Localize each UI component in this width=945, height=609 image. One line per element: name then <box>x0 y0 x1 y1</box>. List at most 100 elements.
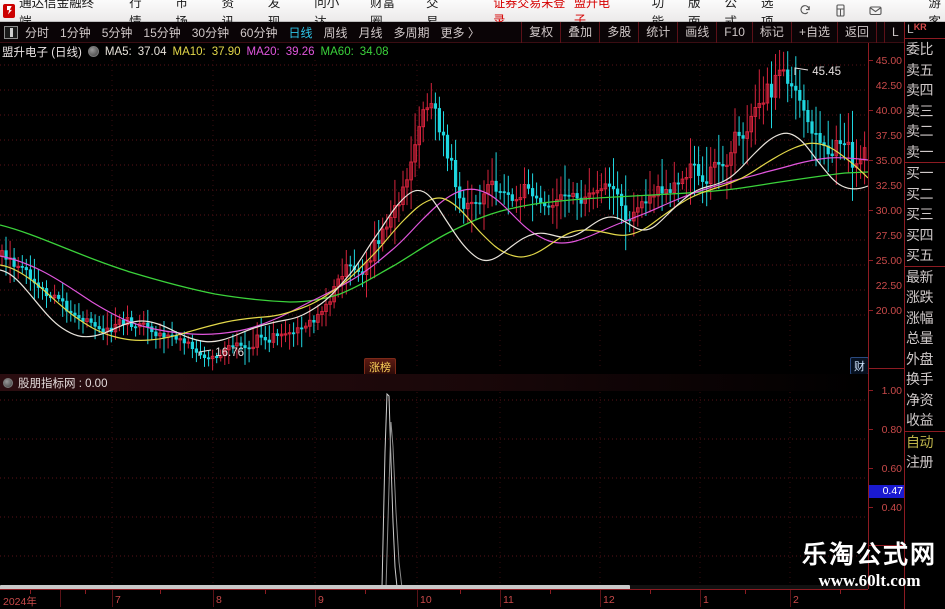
sub-current-value: 0.47 <box>869 485 905 498</box>
kr-l-label: L <box>883 21 906 43</box>
chart-horizontal-scrollbar[interactable] <box>0 585 868 590</box>
sub-tick-1-00: 1.00 <box>881 385 902 397</box>
scrollbar-thumb[interactable] <box>0 585 630 590</box>
finance-badge[interactable]: 财 <box>850 357 869 375</box>
ma20-value: 39.26 <box>285 45 315 58</box>
button-biaoji[interactable]: 标记 <box>751 21 791 43</box>
ob-row-turnover[interactable]: 换手 <box>906 371 934 387</box>
ob-row-buy4[interactable]: 买四 <box>906 226 934 243</box>
ma10-line <box>0 142 869 341</box>
settings-dot-icon[interactable] <box>87 46 99 57</box>
ob-row-outer[interactable]: 外盘 <box>906 350 934 367</box>
button-return[interactable]: 返回 <box>836 21 876 43</box>
period-tabs: 分时 1分钟 5分钟 15分钟 30分钟 60分钟 日线 周线 月线 多周期 更… <box>25 24 480 41</box>
sub-chart-svg <box>0 392 868 589</box>
period-tab-15min[interactable]: 15分钟 <box>143 25 181 40</box>
date-axis: 2024年 7 8 9 10 11 12 1 2 <box>0 589 868 609</box>
ob-row-earnings[interactable]: 收益 <box>906 412 934 428</box>
grid-lines-vertical <box>111 60 791 370</box>
ma10-label: MA10: <box>172 45 206 58</box>
sub-grid-vertical <box>111 392 791 588</box>
indicator-line <box>0 392 868 588</box>
price-axis: 45.00 42.50 40.00 37.50 35.00 32.50 30.0… <box>868 43 905 589</box>
watermark-line2: www.60lt.com <box>818 571 921 590</box>
low-price-annotation: 16.76 <box>198 347 244 359</box>
date-label-11: 11 <box>503 594 514 606</box>
period-tab-30min[interactable]: 30分钟 <box>191 25 230 40</box>
ob-row-change[interactable]: 涨跌 <box>906 289 934 305</box>
toolbar-right-buttons: 复权 叠加 多股 统计 画线 F10 标记 +自选 返回 L KR <box>521 21 945 43</box>
period-tab-monthly[interactable]: 月线 <box>358 25 383 40</box>
ob-row-sell1[interactable]: 卖一 <box>906 143 934 160</box>
kline-svg <box>0 50 869 371</box>
period-tab-1min[interactable]: 1分钟 <box>60 25 91 40</box>
period-tab-daily[interactable]: 日线 <box>288 25 313 40</box>
ob-row-netasset[interactable]: 净资 <box>906 391 934 408</box>
ob-row-sell5[interactable]: 卖五 <box>906 61 934 78</box>
date-label-12: 12 <box>603 594 615 606</box>
sub-tick-0-80: 0.80 <box>881 424 902 436</box>
period-tab-60min[interactable]: 60分钟 <box>240 25 278 40</box>
order-book-kr-head: L KR <box>905 22 945 39</box>
price-tick-37-5: 37.50 <box>875 130 902 142</box>
period-tab-multi[interactable]: 多周期 <box>393 25 430 40</box>
sub-tick-0-40: 0.40 <box>881 502 902 514</box>
sub-chart-header: 股朋指标网 : 0.00 <box>0 374 868 391</box>
ma20-line <box>0 157 869 335</box>
ma60-label: MA60: <box>320 45 354 58</box>
mail-icon[interactable] <box>868 4 883 17</box>
indicator-line-secondary <box>0 421 868 589</box>
button-duogu[interactable]: 多股 <box>599 21 638 43</box>
sub-settings-dot-icon[interactable] <box>3 377 13 388</box>
ob-row-buy1[interactable]: 买一 <box>906 165 934 181</box>
price-tick-32-5: 32.50 <box>875 180 902 192</box>
ob-row-changepct[interactable]: 涨幅 <box>906 309 934 326</box>
candlestick-series <box>0 50 867 371</box>
period-tab-weekly[interactable]: 周线 <box>323 25 348 40</box>
price-tick-42-5: 42.50 <box>875 80 902 92</box>
period-tab-more[interactable]: 更多 〉 <box>440 25 480 40</box>
ob-row-volume[interactable]: 总量 <box>906 330 934 346</box>
button-diejia[interactable]: 叠加 <box>560 21 599 43</box>
grid-lines <box>0 64 868 316</box>
rank-badge[interactable]: 涨榜 <box>364 358 396 376</box>
calculator-icon[interactable] <box>833 4 848 17</box>
period-tab-5min[interactable]: 5分钟 <box>101 25 133 40</box>
sub-tick-0-60: 0.60 <box>881 463 902 475</box>
main-kline-chart[interactable]: 45.45 16.76 <box>0 50 869 371</box>
ob-row-weibi[interactable]: 委比 <box>906 41 934 57</box>
ma5-value: 37.04 <box>137 45 167 58</box>
ma5-line <box>0 132 869 343</box>
date-label-9: 9 <box>318 594 324 606</box>
ma60-value: 34.08 <box>359 45 389 58</box>
period-toolbar: 分时 1分钟 5分钟 15分钟 30分钟 60分钟 日线 周线 月线 多周期 更… <box>0 21 945 43</box>
button-f10[interactable]: F10 <box>716 21 752 43</box>
ob-row-sell3[interactable]: 卖三 <box>906 102 934 119</box>
ob-row-auto[interactable]: 自动 <box>906 433 934 450</box>
refresh-icon[interactable] <box>798 4 813 17</box>
tdx-logo-icon <box>3 3 16 18</box>
date-label-8: 8 <box>216 594 222 606</box>
ob-divider-3 <box>905 430 945 432</box>
layout-toggle-icon[interactable] <box>4 25 18 39</box>
ob-row-latest[interactable]: 最新 <box>906 268 934 285</box>
sub-indicator-chart[interactable] <box>0 392 868 589</box>
ob-row-buy5[interactable]: 买五 <box>906 247 934 263</box>
ob-row-register[interactable]: 注册 <box>906 454 934 470</box>
button-tongji[interactable]: 统计 <box>638 21 677 43</box>
high-price-annotation: 45.45 <box>793 66 841 78</box>
ob-row-sell2[interactable]: 卖二 <box>906 123 934 139</box>
ma5-label: MA5: <box>104 45 132 58</box>
button-huaxian[interactable]: 画线 <box>677 21 716 43</box>
price-tick-35: 35.00 <box>875 155 902 167</box>
ob-kr-l: L <box>907 22 914 36</box>
button-add-favorite[interactable]: +自选 <box>790 21 837 43</box>
button-fuquan[interactable]: 复权 <box>521 21 560 43</box>
sub-chart-title: 股朋指标网 : 0.00 <box>18 377 108 390</box>
ob-row-sell4[interactable]: 卖四 <box>906 82 934 98</box>
period-tab-fenshi[interactable]: 分时 <box>25 25 50 40</box>
date-label-2: 2 <box>793 594 799 606</box>
date-label-1: 1 <box>703 594 709 606</box>
ob-row-buy2[interactable]: 买二 <box>906 185 934 202</box>
ob-row-buy3[interactable]: 买三 <box>906 206 934 222</box>
